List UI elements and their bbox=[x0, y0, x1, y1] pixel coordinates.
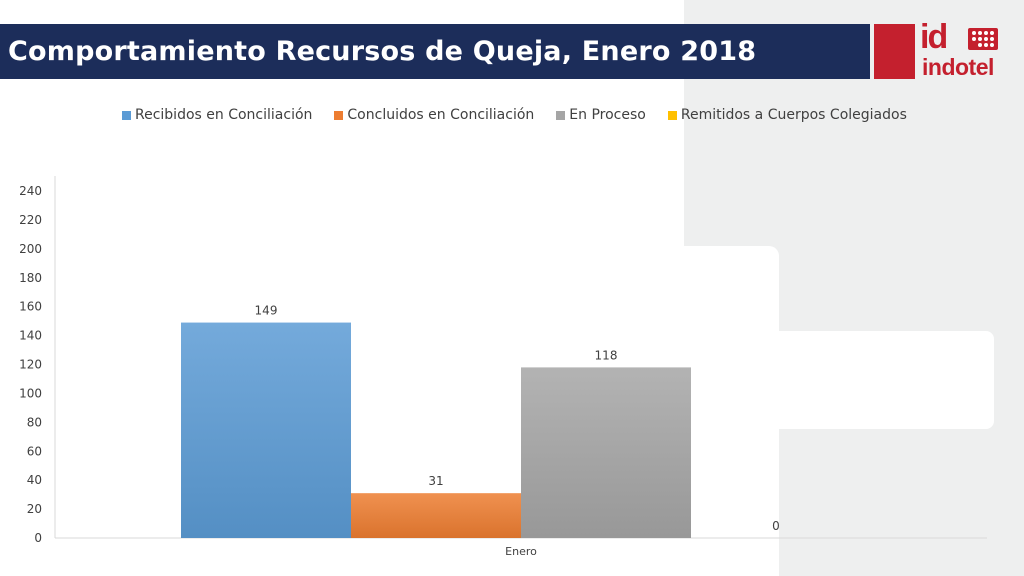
y-tick-label: 40 bbox=[27, 473, 42, 487]
indotel-logo: id indotel bbox=[920, 18, 1004, 84]
x-tick-label: Enero bbox=[505, 545, 537, 558]
title-bar: Comportamiento Recursos de Queja, Enero … bbox=[0, 24, 870, 79]
x-axis: Enero bbox=[55, 537, 987, 558]
y-tick-label: 240 bbox=[19, 184, 42, 198]
bar bbox=[181, 322, 351, 538]
data-label: 118 bbox=[595, 348, 618, 362]
y-tick-label: 180 bbox=[19, 271, 42, 285]
data-labels: 149 31 118 0 bbox=[255, 304, 780, 533]
logo-wordmark: indotel bbox=[922, 54, 994, 80]
legend-swatch bbox=[334, 110, 344, 120]
y-tick-label: 100 bbox=[19, 386, 42, 400]
page-title: Comportamiento Recursos de Queja, Enero … bbox=[8, 36, 757, 67]
bar bbox=[351, 493, 521, 538]
legend-item: Concluidos en Conciliación bbox=[334, 107, 534, 123]
background-card bbox=[726, 331, 994, 429]
data-label: 149 bbox=[255, 304, 278, 318]
y-tick-label: 220 bbox=[19, 213, 42, 227]
logo-mark: id bbox=[920, 18, 948, 56]
legend-swatch bbox=[122, 110, 131, 120]
y-tick-label: 0 bbox=[34, 531, 42, 545]
y-tick-label: 200 bbox=[19, 242, 42, 256]
y-tick-label: 140 bbox=[19, 329, 42, 343]
legend-label: Remitidos a Cuerpos Colegiados bbox=[680, 107, 907, 123]
y-axis: 0 20 40 60 80 100 120 140 160 180 200 220 240 bbox=[19, 176, 56, 545]
legend-label: Recibidos en Conciliación bbox=[135, 107, 313, 123]
y-tick-label: 60 bbox=[27, 444, 42, 458]
bars bbox=[181, 322, 691, 538]
legend-label: Concluidos en Conciliación bbox=[347, 107, 535, 123]
data-label: 31 bbox=[428, 474, 443, 488]
y-tick-label: 160 bbox=[19, 300, 42, 314]
brand-red-block bbox=[874, 24, 915, 79]
legend-swatch bbox=[667, 110, 677, 120]
legend-item: En Proceso bbox=[556, 107, 646, 123]
legend-label: En Proceso bbox=[569, 107, 646, 123]
y-tick-label: 120 bbox=[19, 358, 42, 372]
bar bbox=[521, 367, 691, 538]
y-tick-label: 20 bbox=[27, 502, 42, 516]
y-tick-label: 80 bbox=[27, 415, 42, 429]
logo-grid-icon bbox=[968, 28, 998, 50]
legend-item: Recibidos en Conciliación bbox=[122, 107, 312, 123]
chart-legend: Recibidos en Conciliación Concluidos en … bbox=[122, 104, 929, 126]
legend-swatch bbox=[556, 110, 566, 120]
data-label: 0 bbox=[772, 519, 780, 533]
legend-item: Remitidos a Cuerpos Colegiados bbox=[667, 107, 907, 123]
